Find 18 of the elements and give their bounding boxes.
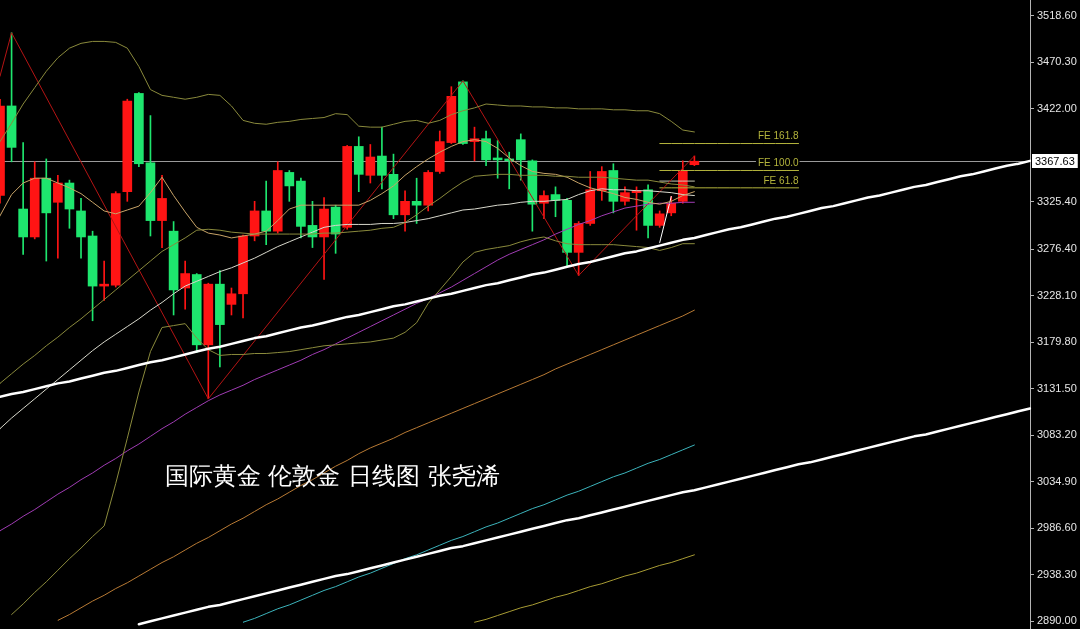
y-tick-label: 3083.20 [1037,428,1077,441]
y-tick-label: 3131.50 [1037,381,1077,394]
series-label: FE 61.8 [763,174,799,186]
series-label: FE 100.0 [757,157,799,169]
y-tick-label: 3179.80 [1037,335,1077,348]
y-tick-label: 3422.00 [1037,101,1077,114]
y-tick-label: 2986.60 [1037,521,1077,534]
annotation: 国际黄金 伦敦金 日线图 张尧浠 [164,462,500,491]
y-tick-label: 3325.40 [1037,194,1077,207]
y-tick-label: 3518.60 [1037,8,1077,21]
ref-line-label: 3367.63 [1035,154,1075,167]
series-label: FE 161.8 [757,130,799,142]
y-tick-label: 2890.00 [1037,614,1077,627]
y-tick-label: 3276.40 [1037,242,1077,255]
y-tick-label: 3470.30 [1037,55,1077,68]
y-tick-label: 3228.10 [1037,288,1077,301]
y-tick-label: 3034.90 [1037,474,1077,487]
y-tick-label: 2938.30 [1037,567,1077,580]
